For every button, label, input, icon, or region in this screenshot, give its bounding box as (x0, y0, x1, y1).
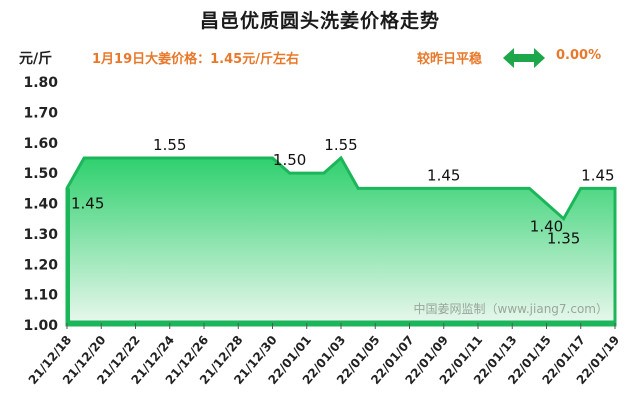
data-label: 1.55 (153, 136, 186, 154)
data-label: 1.40 (530, 218, 563, 236)
price-area-series (65, 155, 617, 327)
y-tick-label: 1.40 (23, 197, 58, 213)
chart-title: 昌邑优质圆头洗姜价格走势 (199, 10, 440, 32)
y-tick-label: 1.30 (23, 227, 58, 243)
unit-label: 元/斤 (19, 51, 53, 67)
y-tick-label: 1.50 (23, 166, 58, 182)
y-tick-label: 1.10 (23, 288, 58, 304)
data-label: 1.45 (427, 166, 460, 184)
y-tick-label: 1.00 (23, 318, 58, 334)
compare-value: 0.00% (556, 48, 602, 63)
watermark: 中国姜网监制（www.jiang7.com） (414, 301, 608, 316)
double-arrow-icon (503, 48, 545, 68)
double-arrow-shape (503, 48, 545, 68)
data-label: 1.45 (581, 166, 614, 184)
y-tick-label: 1.60 (23, 136, 58, 152)
compare-label: 较昨日平稳 (417, 52, 483, 67)
y-tick-label: 1.20 (23, 257, 58, 273)
y-tick-label: 1.70 (23, 105, 58, 121)
price-note: 1月19日大姜价格：1.45元/斤左右 (92, 52, 299, 67)
data-label: 1.45 (71, 194, 104, 212)
data-label: 1.55 (324, 136, 357, 154)
data-label: 1.50 (273, 151, 306, 169)
y-tick-label: 1.80 (23, 75, 58, 91)
data-label: 1.35 (547, 230, 580, 248)
